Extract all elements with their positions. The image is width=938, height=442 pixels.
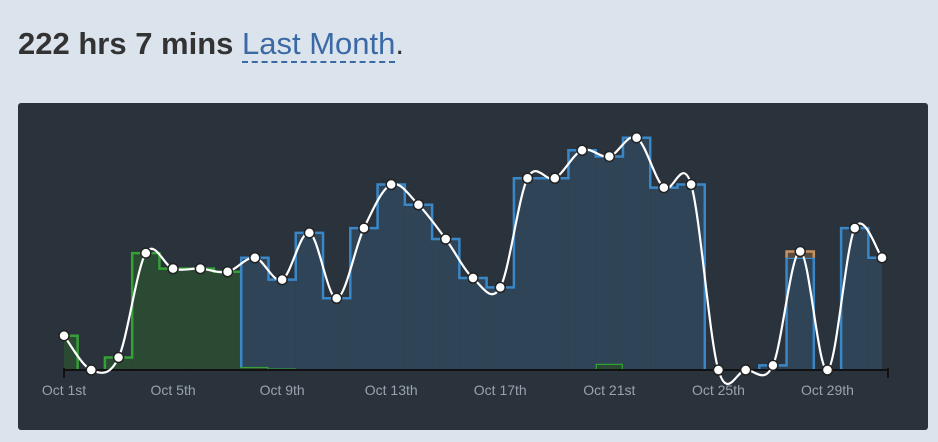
total-dot: [494, 281, 507, 294]
total-dot: [739, 364, 752, 376]
total-dot: [385, 178, 397, 191]
total-dot: [330, 292, 343, 305]
total-dot: [712, 364, 725, 376]
step-bar: [268, 279, 296, 369]
total-dot: [412, 199, 425, 211]
step-bar: [241, 366, 269, 370]
step-bar: [323, 298, 351, 370]
total-dot: [194, 262, 207, 275]
total-dot: [467, 272, 479, 284]
step-bar: [622, 137, 651, 370]
total-dot: [140, 247, 152, 259]
step-bar: [513, 178, 542, 370]
total-dot: [249, 252, 261, 264]
header: 222 hrs 7 mins Last Month.: [18, 26, 405, 63]
step-bar: [595, 156, 623, 364]
total-dot: [85, 364, 98, 376]
step-bar: [377, 184, 405, 370]
total-dot: [876, 252, 888, 264]
total-dot: [821, 364, 834, 376]
overlay: Oct 1st Oct 5th Oct 9th Oct 13th Oct 17th Oct…: [42, 131, 889, 398]
total-dot: [221, 266, 234, 278]
x-tick-label: Oct 17th: [474, 382, 527, 398]
total-dot: [603, 150, 616, 163]
step-bar: [64, 335, 78, 370]
x-tick-label: Oct 21st: [583, 382, 635, 398]
step-bar: [186, 268, 214, 370]
step-bar: [677, 184, 705, 370]
step-bar: [350, 228, 378, 370]
step-bar: [541, 178, 569, 370]
total-dot: [58, 329, 70, 342]
total-dot: [794, 245, 806, 258]
x-tick-label: Oct 25th: [692, 382, 745, 398]
step-bar: [404, 204, 433, 370]
total-dot: [521, 172, 534, 185]
period-end: .: [395, 26, 405, 61]
x-tick-label: Oct 29th: [801, 382, 854, 398]
total-dot: [630, 131, 643, 144]
period-link[interactable]: Last Month: [242, 26, 396, 63]
total-dot: [685, 178, 697, 191]
step-bar: [486, 287, 514, 370]
total-dot: [276, 273, 288, 286]
total-dot: [848, 222, 861, 234]
total-dot: [167, 262, 179, 275]
step-bar: [241, 257, 269, 367]
step-bar: [868, 257, 882, 370]
step-bar: [568, 150, 596, 370]
step-bar: [213, 271, 242, 370]
total-dot: [549, 172, 561, 185]
step-bar: [432, 239, 460, 370]
total-dot: [767, 359, 779, 372]
total-dot: [358, 222, 370, 234]
step-bar: [595, 363, 623, 370]
total-dot: [112, 351, 125, 364]
step-bar: [295, 232, 324, 370]
step-bar: [841, 228, 869, 370]
x-tick-label: Oct 9th: [260, 382, 305, 398]
step-bar: [132, 253, 160, 370]
step-bar: [650, 187, 678, 370]
total-dot: [439, 233, 452, 245]
step-bar: [459, 278, 487, 370]
total-dot: [658, 181, 670, 194]
x-tick-label: Oct 13th: [365, 382, 418, 398]
chart: Oct 1st Oct 5th Oct 9th Oct 13th Oct 17th Oct…: [18, 103, 928, 430]
total-dot: [576, 144, 588, 156]
x-tick-label: Oct 5th: [150, 382, 195, 398]
total-dot: [303, 227, 316, 239]
total: 222 hrs 7 mins: [18, 26, 234, 61]
step-bar: [159, 268, 187, 370]
x-tick-label: Oct 1st: [42, 382, 86, 398]
